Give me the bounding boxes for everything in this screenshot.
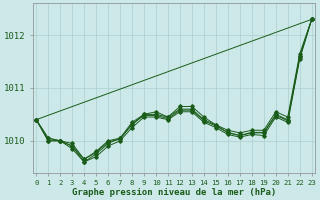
X-axis label: Graphe pression niveau de la mer (hPa): Graphe pression niveau de la mer (hPa) xyxy=(72,188,276,197)
